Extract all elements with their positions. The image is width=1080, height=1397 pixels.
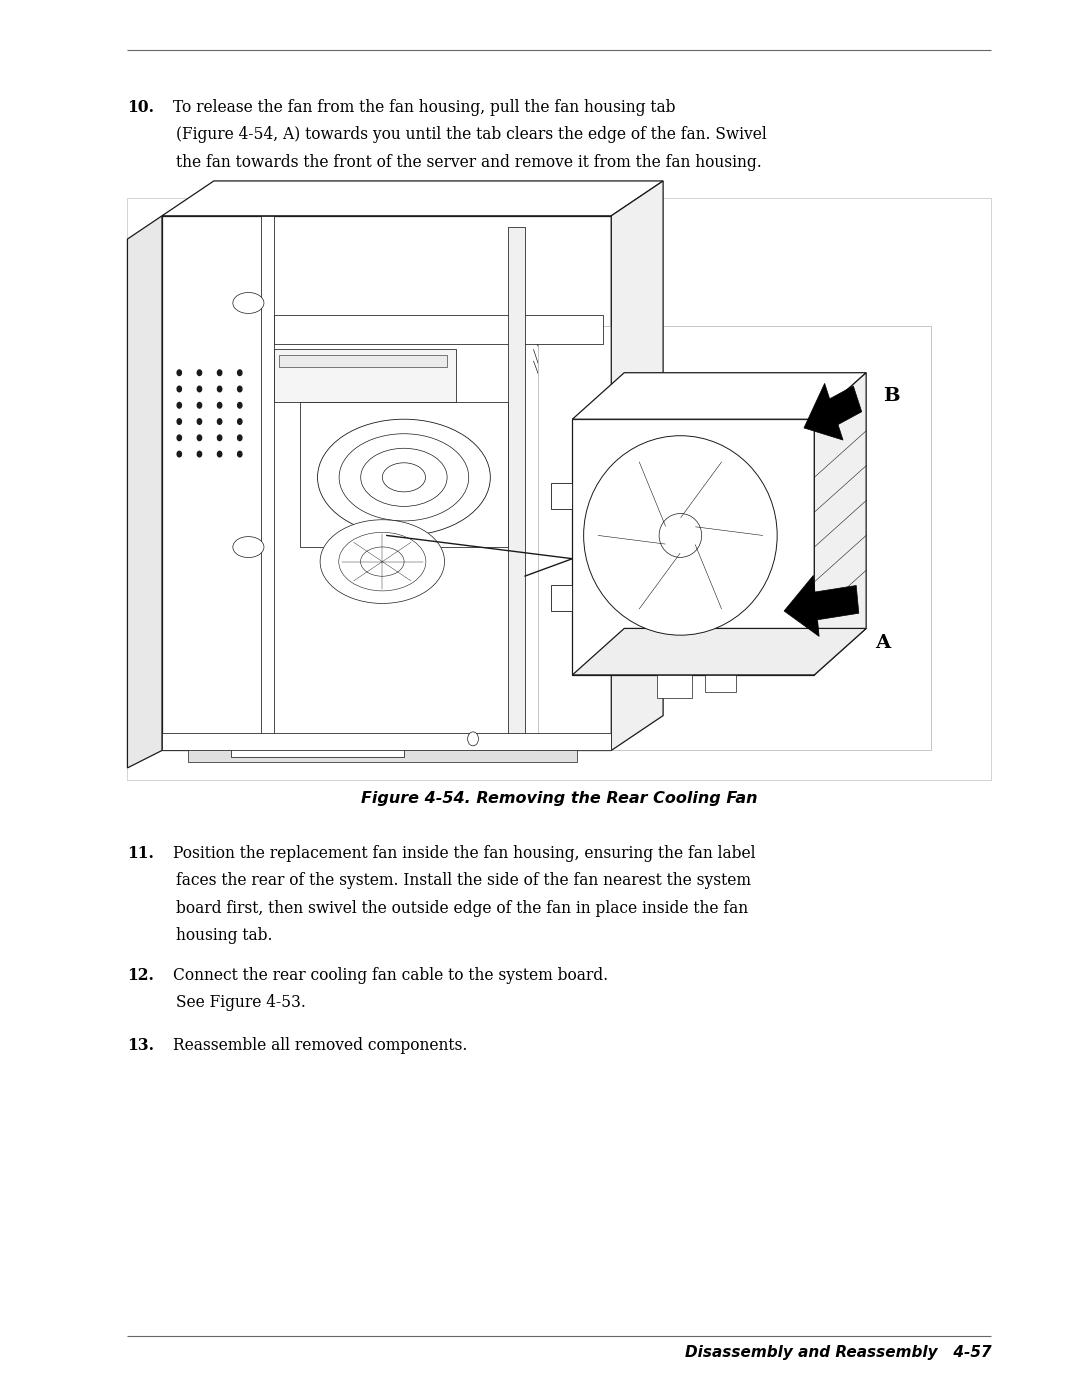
- Circle shape: [217, 386, 221, 391]
- Circle shape: [177, 451, 181, 457]
- Circle shape: [198, 451, 202, 457]
- Circle shape: [198, 402, 202, 408]
- Text: Figure 4-54. Removing the Rear Cooling Fan: Figure 4-54. Removing the Rear Cooling F…: [361, 791, 758, 806]
- Polygon shape: [657, 675, 691, 698]
- Ellipse shape: [583, 436, 778, 636]
- Circle shape: [238, 451, 242, 457]
- Circle shape: [238, 386, 242, 391]
- Ellipse shape: [320, 520, 445, 604]
- Ellipse shape: [382, 462, 426, 492]
- Ellipse shape: [339, 532, 426, 591]
- Circle shape: [217, 419, 221, 425]
- Text: Position the replacement fan inside the fan housing, ensuring the fan label: Position the replacement fan inside the …: [173, 845, 755, 862]
- Ellipse shape: [233, 292, 264, 313]
- Polygon shape: [127, 215, 162, 768]
- Polygon shape: [551, 483, 572, 509]
- Circle shape: [198, 370, 202, 376]
- Circle shape: [177, 386, 181, 391]
- Circle shape: [217, 370, 221, 376]
- Polygon shape: [508, 228, 525, 739]
- Polygon shape: [784, 576, 859, 637]
- Polygon shape: [279, 355, 447, 367]
- Polygon shape: [572, 629, 866, 675]
- Circle shape: [238, 370, 242, 376]
- Polygon shape: [162, 215, 611, 750]
- Text: 12.: 12.: [127, 967, 154, 983]
- Circle shape: [177, 434, 181, 440]
- Circle shape: [177, 419, 181, 425]
- Ellipse shape: [339, 433, 469, 521]
- Text: the fan towards the front of the server and remove it from the fan housing.: the fan towards the front of the server …: [176, 154, 761, 170]
- Circle shape: [238, 402, 242, 408]
- Circle shape: [198, 434, 202, 440]
- Polygon shape: [231, 747, 404, 757]
- Text: board first, then swivel the outside edge of the fan in place inside the fan: board first, then swivel the outside edg…: [176, 900, 748, 916]
- Polygon shape: [572, 373, 866, 419]
- Polygon shape: [300, 402, 508, 548]
- Polygon shape: [705, 675, 735, 693]
- Circle shape: [177, 402, 181, 408]
- Text: See Figure 4-53.: See Figure 4-53.: [176, 995, 306, 1011]
- Ellipse shape: [233, 536, 264, 557]
- Polygon shape: [611, 182, 663, 750]
- Circle shape: [217, 402, 221, 408]
- Polygon shape: [162, 733, 611, 750]
- Polygon shape: [551, 585, 572, 610]
- Text: B: B: [883, 387, 900, 405]
- Polygon shape: [261, 215, 274, 750]
- Circle shape: [217, 451, 221, 457]
- Circle shape: [217, 434, 221, 440]
- Circle shape: [468, 732, 478, 746]
- Ellipse shape: [361, 448, 447, 506]
- Polygon shape: [538, 327, 931, 750]
- Text: (Figure 4-54, A) towards you until the tab clears the edge of the fan. Swivel: (Figure 4-54, A) towards you until the t…: [176, 127, 767, 144]
- Polygon shape: [814, 373, 866, 675]
- Text: faces the rear of the system. Install the side of the fan nearest the system: faces the rear of the system. Install th…: [176, 872, 751, 890]
- Polygon shape: [162, 182, 663, 215]
- Polygon shape: [188, 745, 577, 763]
- Text: 13.: 13.: [127, 1037, 154, 1053]
- Circle shape: [238, 419, 242, 425]
- Ellipse shape: [659, 514, 702, 557]
- Text: Connect the rear cooling fan cable to the system board.: Connect the rear cooling fan cable to th…: [173, 967, 608, 983]
- Circle shape: [238, 434, 242, 440]
- Text: 11.: 11.: [127, 845, 154, 862]
- Circle shape: [198, 419, 202, 425]
- Polygon shape: [274, 349, 456, 402]
- Text: housing tab.: housing tab.: [176, 928, 272, 944]
- Ellipse shape: [318, 419, 490, 535]
- Text: To release the fan from the fan housing, pull the fan housing tab: To release the fan from the fan housing,…: [173, 99, 675, 116]
- Text: 10.: 10.: [127, 99, 154, 116]
- Circle shape: [198, 386, 202, 391]
- Text: A: A: [875, 634, 890, 652]
- Ellipse shape: [361, 548, 404, 576]
- Text: Reassemble all removed components.: Reassemble all removed components.: [173, 1037, 468, 1053]
- Polygon shape: [274, 314, 603, 344]
- FancyBboxPatch shape: [127, 198, 991, 780]
- Polygon shape: [572, 419, 814, 675]
- Text: Disassembly and Reassembly   4-57: Disassembly and Reassembly 4-57: [685, 1344, 991, 1359]
- Polygon shape: [804, 383, 862, 440]
- Circle shape: [177, 370, 181, 376]
